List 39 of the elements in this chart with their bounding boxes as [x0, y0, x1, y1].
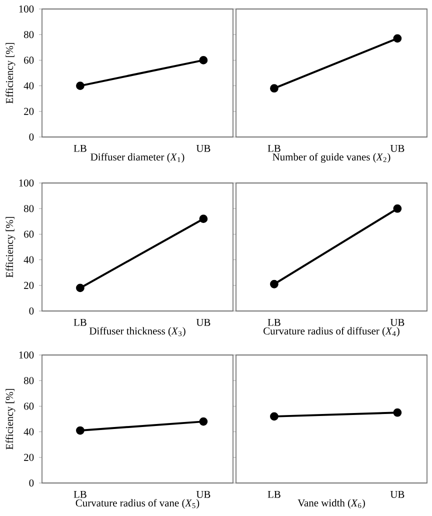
x-tick-label: LB — [268, 144, 280, 152]
y-tick-label: 100 — [19, 179, 34, 187]
y-tick-label: 60 — [24, 56, 34, 64]
x-tick-label: UB — [196, 144, 210, 152]
y-tick-label: 20 — [24, 282, 34, 289]
y-tick-label: 40 — [24, 256, 34, 264]
y-tick-label: 40 — [24, 82, 34, 90]
x-tick-label: UB — [196, 318, 210, 326]
y-tick-label: 20 — [24, 454, 34, 461]
x-tick-label: LB — [74, 318, 86, 326]
y-tick-label: 0 — [29, 133, 34, 141]
y-tick-label: 100 — [19, 351, 34, 359]
y-tick-label: 20 — [24, 108, 34, 115]
x-tick-label: UB — [390, 318, 404, 326]
x-tick-label: LB — [74, 144, 86, 152]
y-tick-label: 80 — [24, 377, 34, 384]
y-axis-title: Efficiency [%] — [6, 42, 16, 104]
x-tick-label: UB — [196, 490, 210, 498]
x-tick-label: LB — [268, 490, 280, 498]
y-axis-title: Efficiency [%] — [6, 216, 16, 278]
x-axis-title: Vane width (X$_{6}$) — [298, 499, 365, 509]
y-tick-label: 0 — [29, 479, 34, 487]
y-tick-label: 60 — [24, 402, 34, 410]
y-tick-label: 100 — [19, 5, 34, 13]
y-axis-title: Efficiency [%] — [6, 388, 16, 450]
x-tick-label: UB — [390, 144, 404, 152]
x-axis-title: Diffuser diameter (X$_{1}$) — [90, 153, 184, 163]
x-axis-title: Curvature radius of diffuser (X$_{4}$) — [264, 327, 400, 337]
y-tick-label: 40 — [24, 428, 34, 436]
x-tick-label: UB — [390, 490, 404, 498]
x-tick-label: LB — [74, 490, 86, 498]
y-tick-label: 60 — [24, 230, 34, 238]
x-tick-label: LB — [268, 318, 280, 326]
y-tick-label: 0 — [29, 307, 34, 315]
x-axis-title: Curvature radius of vane (X$_{5}$) — [76, 499, 200, 509]
y-tick-label: 80 — [24, 31, 34, 38]
x-axis-title: Diffuser thickness (X$_{3}$) — [89, 327, 186, 337]
x-axis-title: Number of guide vanes (X$_{2}$) — [272, 153, 390, 163]
y-tick-label: 80 — [24, 205, 34, 212]
